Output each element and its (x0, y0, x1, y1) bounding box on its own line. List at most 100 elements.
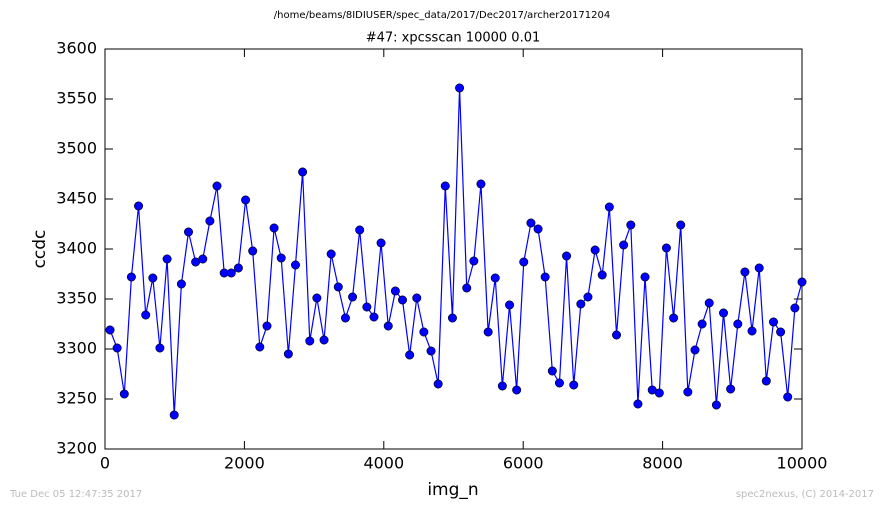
data-point (298, 167, 308, 177)
data-point (690, 345, 700, 355)
data-point (697, 319, 707, 329)
data-point (633, 399, 643, 409)
data-point (768, 317, 778, 327)
data-point (683, 387, 693, 397)
data-point (333, 282, 343, 292)
y-tick-label: 3450 (56, 189, 97, 208)
data-point (604, 202, 614, 212)
data-point (248, 246, 258, 256)
chart-title: #47: xpcsscan 10000 0.01 (366, 31, 541, 46)
data-point (390, 286, 400, 296)
data-point (148, 273, 158, 283)
data-point (412, 293, 422, 303)
data-point (619, 240, 629, 250)
y-tick-label: 3250 (56, 389, 97, 408)
data-point (241, 195, 251, 205)
y-tick-label: 3600 (56, 39, 97, 58)
data-point (533, 224, 543, 234)
data-point (290, 260, 300, 270)
data-point (490, 273, 500, 283)
x-tick-label: 8000 (642, 454, 683, 473)
data-point (433, 379, 443, 389)
y-tick-label: 3400 (56, 239, 97, 258)
data-point (369, 312, 379, 322)
data-point (162, 254, 172, 264)
x-tick-label: 6000 (503, 454, 544, 473)
data-point (105, 325, 115, 335)
y-tick-label: 3550 (56, 89, 97, 108)
data-point (233, 263, 243, 273)
data-point (212, 181, 222, 191)
data-point (134, 201, 144, 211)
data-point (447, 313, 457, 323)
data-point (554, 378, 564, 388)
data-point (512, 385, 522, 395)
data-point (440, 181, 450, 191)
data-point (397, 295, 407, 305)
suptitle: /home/beams/8IDIUSER/spec_data/2017/Dec2… (274, 10, 610, 21)
y-tick-label: 3350 (56, 289, 97, 308)
data-point (169, 410, 179, 420)
data-point (376, 238, 386, 248)
data-point (576, 299, 586, 309)
data-point (661, 243, 671, 253)
data-point (590, 245, 600, 255)
x-axis-label: img_n (427, 480, 478, 500)
data-point (790, 303, 800, 313)
data-point (348, 292, 358, 302)
data-point (733, 319, 743, 329)
data-point (719, 308, 729, 318)
data-point (283, 349, 293, 359)
data-point (112, 343, 122, 353)
x-tick-label: 2000 (224, 454, 265, 473)
data-point (597, 270, 607, 280)
data-point (676, 220, 686, 230)
data-point (205, 216, 215, 226)
data-point (141, 310, 151, 320)
data-point (255, 342, 265, 352)
y-tick-label: 3500 (56, 139, 97, 158)
data-point (754, 263, 764, 273)
data-point (612, 330, 622, 340)
data-point (419, 327, 429, 337)
data-point (119, 389, 129, 399)
data-point (276, 253, 286, 263)
data-point (519, 257, 529, 267)
data-point (740, 267, 750, 277)
data-point (405, 350, 415, 360)
data-point (362, 302, 372, 312)
timestamp: Tue Dec 05 12:47:35 2017 (9, 489, 142, 500)
data-point (269, 223, 279, 233)
data-point (483, 327, 493, 337)
credit: spec2nexus, (C) 2014-2017 (736, 489, 874, 500)
data-point (747, 326, 757, 336)
data-point (583, 292, 593, 302)
data-point (319, 335, 329, 345)
data-point (326, 249, 336, 259)
data-point (312, 293, 322, 303)
data-point (455, 83, 465, 93)
data-point (155, 343, 165, 353)
data-point (305, 336, 315, 346)
data-point (226, 268, 236, 278)
x-tick-label: 4000 (363, 454, 404, 473)
y-tick-label: 3200 (56, 439, 97, 458)
data-point (476, 179, 486, 189)
data-point (669, 313, 679, 323)
data-point (426, 346, 436, 356)
data-point (340, 313, 350, 323)
data-point (540, 272, 550, 282)
data-point (526, 218, 536, 228)
data-point (640, 272, 650, 282)
data-point (654, 388, 664, 398)
data-point (726, 384, 736, 394)
data-point (569, 380, 579, 390)
data-point (497, 381, 507, 391)
data-point (783, 392, 793, 402)
data-point (547, 366, 557, 376)
data-point (184, 227, 194, 237)
data-point (176, 279, 186, 289)
data-point (462, 283, 472, 293)
